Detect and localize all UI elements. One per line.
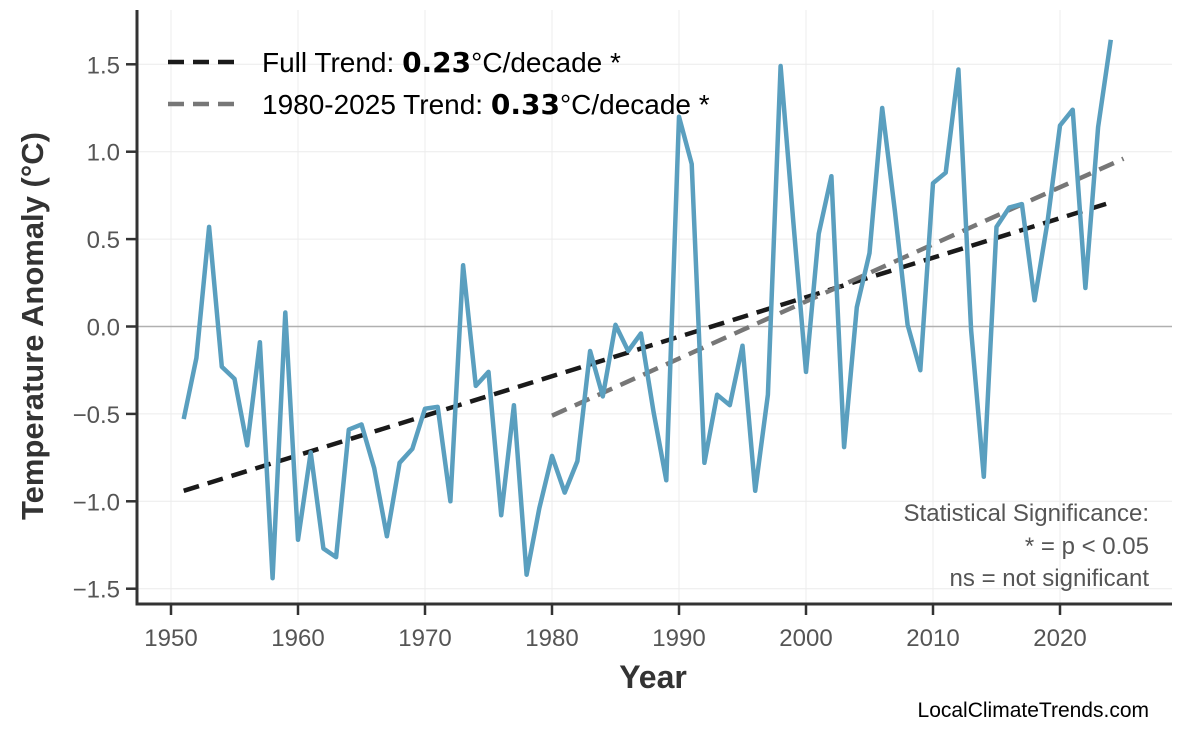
y-axis-label: Temperature Anomaly (°C) (15, 132, 50, 520)
data-series (184, 40, 1111, 579)
y-tick-label: −1.5 (73, 577, 120, 604)
annotation-line: ns = not significant (950, 565, 1150, 592)
y-tick-label: −0.5 (73, 402, 120, 429)
x-tick-label: 1990 (652, 625, 705, 652)
y-tick-label: 0.0 (87, 315, 120, 342)
legend: Full Trend: 0.23°C/decade * 1980-2025 Tr… (168, 46, 710, 121)
y-tick-label: −1.0 (73, 489, 120, 516)
y-tick-label: 1.5 (87, 52, 120, 79)
legend-label-1980-trend: 1980-2025 Trend: 0.33°C/decade * (262, 88, 710, 121)
annotation-line: Statistical Significance: (904, 500, 1149, 527)
legend-label-full-trend: Full Trend: 0.23°C/decade * (262, 46, 621, 79)
x-tick-label: 2020 (1033, 625, 1086, 652)
x-axis-label: Year (619, 659, 687, 695)
significance-annotation: Statistical Significance: * = p < 0.05 n… (904, 500, 1150, 592)
y-tick-label: 1.0 (87, 140, 120, 167)
x-tick-label: 1960 (271, 625, 324, 652)
y-tick-label: 0.5 (87, 227, 120, 254)
x-tick-label: 1950 (144, 625, 197, 652)
x-tick-label: 2010 (906, 625, 959, 652)
anomaly-series-line (184, 40, 1111, 578)
x-tick-label: 1980 (525, 625, 578, 652)
x-tick-label: 1970 (398, 625, 451, 652)
x-tick-label: 2000 (779, 625, 832, 652)
annotation-line: * = p < 0.05 (1025, 533, 1149, 560)
credit-text: LocalClimateTrends.com (918, 699, 1149, 722)
